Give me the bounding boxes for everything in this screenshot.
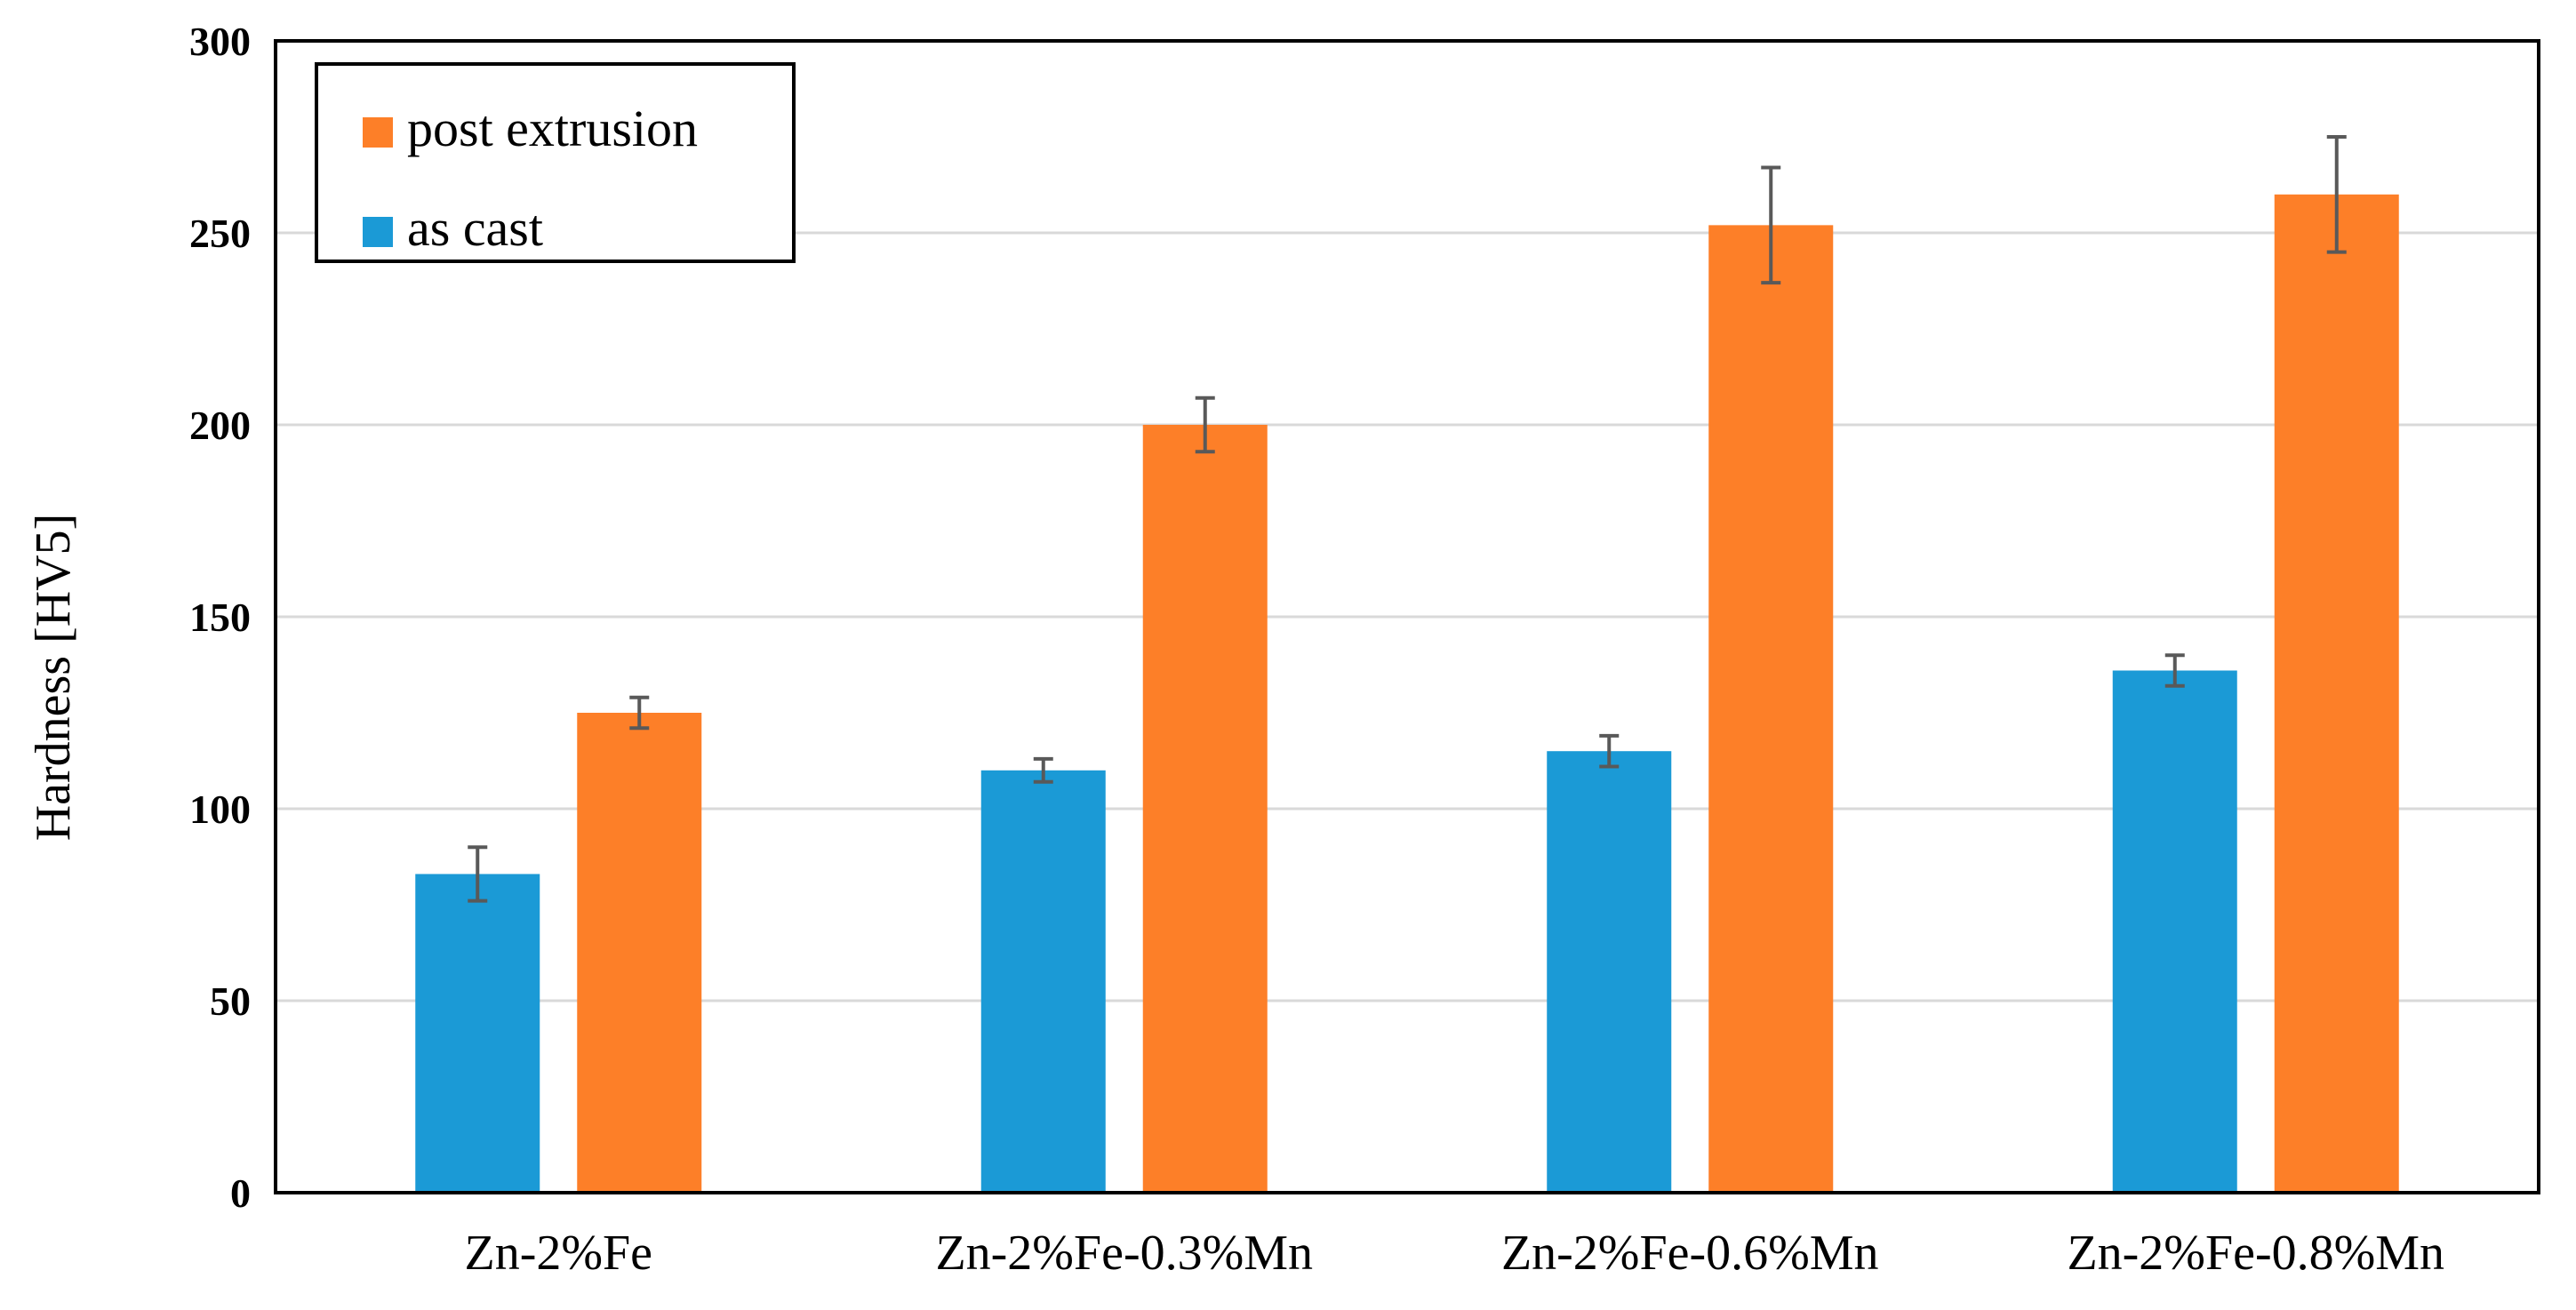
y-axis-title: Hardness [HV5] — [26, 514, 81, 842]
x-category-label: Zn-2%Fe — [464, 1226, 652, 1281]
bar-post-extrusion-2 — [1708, 225, 1834, 1194]
error-bars-layer — [468, 135, 2347, 903]
error-bar-post-extrusion-3 — [2326, 135, 2347, 254]
y-tick-label: 150 — [189, 595, 251, 640]
error-bar-as-cast-2 — [1599, 733, 1620, 769]
error-bar-as-cast-3 — [2164, 653, 2185, 688]
bar-as-cast-0 — [415, 874, 540, 1193]
error-bar-post-extrusion-2 — [1761, 165, 1781, 285]
x-category-label: Zn-2%Fe-0.6%Mn — [1501, 1226, 1879, 1281]
y-tick-label: 250 — [189, 211, 251, 256]
x-category-label: Zn-2%Fe-0.8%Mn — [2067, 1226, 2444, 1281]
bar-post-extrusion-0 — [577, 713, 702, 1193]
x-category-label: Zn-2%Fe-0.3%Mn — [935, 1226, 1313, 1281]
y-tick-label: 100 — [189, 787, 251, 832]
y-tick-label: 0 — [230, 1170, 251, 1216]
bar-as-cast-3 — [2112, 670, 2237, 1193]
error-bar-as-cast-0 — [468, 845, 488, 903]
legend-label-as-cast: as cast — [407, 199, 543, 257]
y-tick-label: 300 — [189, 19, 251, 64]
legend-box — [315, 62, 796, 263]
legend-label-post-extrusion: post extrusion — [407, 100, 698, 157]
y-tick-label: 50 — [210, 979, 251, 1024]
axes-layer — [274, 39, 2540, 1194]
bar-post-extrusion-3 — [2274, 194, 2399, 1193]
error-bar-as-cast-1 — [1033, 756, 1053, 784]
bar-as-cast-1 — [980, 770, 1106, 1193]
y-tick-labels: 0 50 100 150 200 250 300 — [189, 19, 251, 1216]
error-bar-post-extrusion-0 — [629, 695, 650, 731]
x-category-labels: Zn-2%Fe Zn-2%Fe-0.3%Mn Zn-2%Fe-0.6%Mn Zn-2%… — [464, 1226, 2444, 1281]
legend-swatch-as-cast — [363, 217, 393, 247]
bars-layer — [415, 194, 2399, 1194]
bar-as-cast-2 — [1547, 751, 1672, 1193]
bar-post-extrusion-1 — [1142, 425, 1268, 1193]
legend: post extrusion as cast — [315, 62, 796, 263]
error-bar-post-extrusion-1 — [1195, 395, 1215, 454]
legend-swatch-post-extrusion — [363, 117, 393, 148]
y-tick-label: 200 — [189, 403, 251, 448]
plot-frame — [274, 39, 2540, 1194]
